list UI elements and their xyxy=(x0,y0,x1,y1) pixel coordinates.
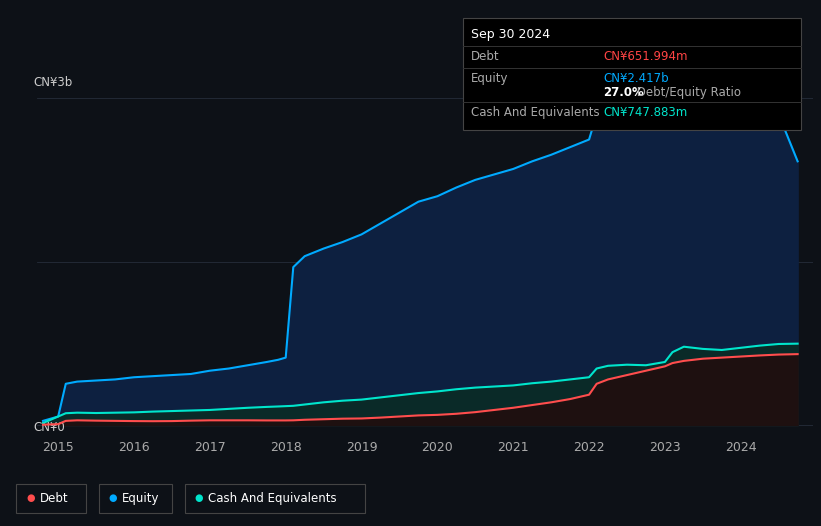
Text: CN¥651.994m: CN¥651.994m xyxy=(603,50,687,63)
Text: ●: ● xyxy=(108,493,117,503)
Text: CN¥0: CN¥0 xyxy=(33,421,65,434)
Text: Sep 30 2024: Sep 30 2024 xyxy=(471,28,550,41)
Text: Equity: Equity xyxy=(122,492,159,505)
Text: 27.0%: 27.0% xyxy=(603,86,644,99)
Text: Equity: Equity xyxy=(471,72,508,85)
Text: CN¥747.883m: CN¥747.883m xyxy=(603,106,687,119)
Text: Cash And Equivalents: Cash And Equivalents xyxy=(208,492,337,505)
Text: Cash And Equivalents: Cash And Equivalents xyxy=(471,106,599,119)
Text: Debt/Equity Ratio: Debt/Equity Ratio xyxy=(633,86,741,99)
Text: Debt: Debt xyxy=(471,50,500,63)
Text: CN¥2.417b: CN¥2.417b xyxy=(603,72,668,85)
Text: ●: ● xyxy=(26,493,34,503)
Text: CN¥3b: CN¥3b xyxy=(33,76,72,89)
Text: ●: ● xyxy=(195,493,203,503)
Text: Debt: Debt xyxy=(39,492,68,505)
